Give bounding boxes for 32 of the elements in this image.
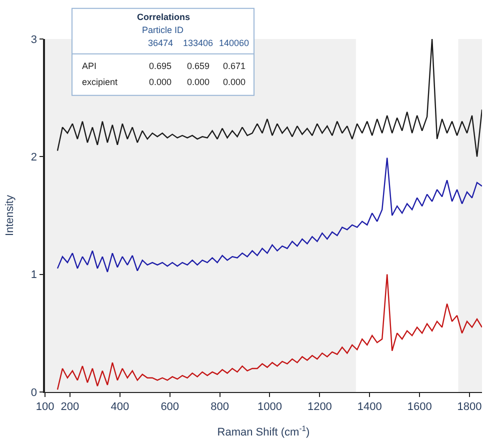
annotation: 0.695: [149, 61, 172, 71]
annotation: 133406: [183, 38, 214, 48]
annotation: 0.671: [223, 61, 246, 71]
line-series: [56, 274, 482, 390]
text: Particle ID: [142, 25, 184, 35]
annotation: 36474: [148, 38, 174, 48]
y-tick-label: 3: [30, 34, 38, 46]
x-tick-label: 1400: [357, 401, 382, 414]
x-tick-label: 800: [210, 401, 229, 414]
x-tick-label: 1000: [258, 401, 282, 414]
y-tick-label: 2: [30, 152, 38, 164]
x-tick-label: 600: [160, 401, 180, 414]
y-tick-label: 1: [30, 269, 38, 282]
x-tick-label: 200: [60, 401, 80, 414]
annotation: 0.000: [149, 77, 172, 87]
x-tick-label: 1600: [407, 401, 432, 414]
annotation: 0.000: [187, 77, 210, 87]
annotation: 0.659: [187, 61, 210, 71]
annotation: 140060: [219, 38, 250, 48]
x-tick-label: 400: [110, 401, 130, 414]
y-tick-label: 0: [30, 386, 38, 399]
x-axis-title: Raman Shift (cm$^{-1}$): [217, 424, 310, 438]
annotation: excipient: [82, 77, 118, 87]
line-series: [56, 39, 482, 158]
text: Correlations: [137, 12, 190, 22]
annotation: 0.000: [223, 77, 246, 87]
x-tick-label: 1800: [457, 401, 482, 414]
x-tick-label: 100: [36, 401, 54, 414]
line-series: [56, 157, 482, 273]
annotation: API: [82, 61, 97, 71]
y-axis-title: Intensity: [4, 194, 16, 236]
x-tick-label: 1200: [307, 401, 332, 414]
